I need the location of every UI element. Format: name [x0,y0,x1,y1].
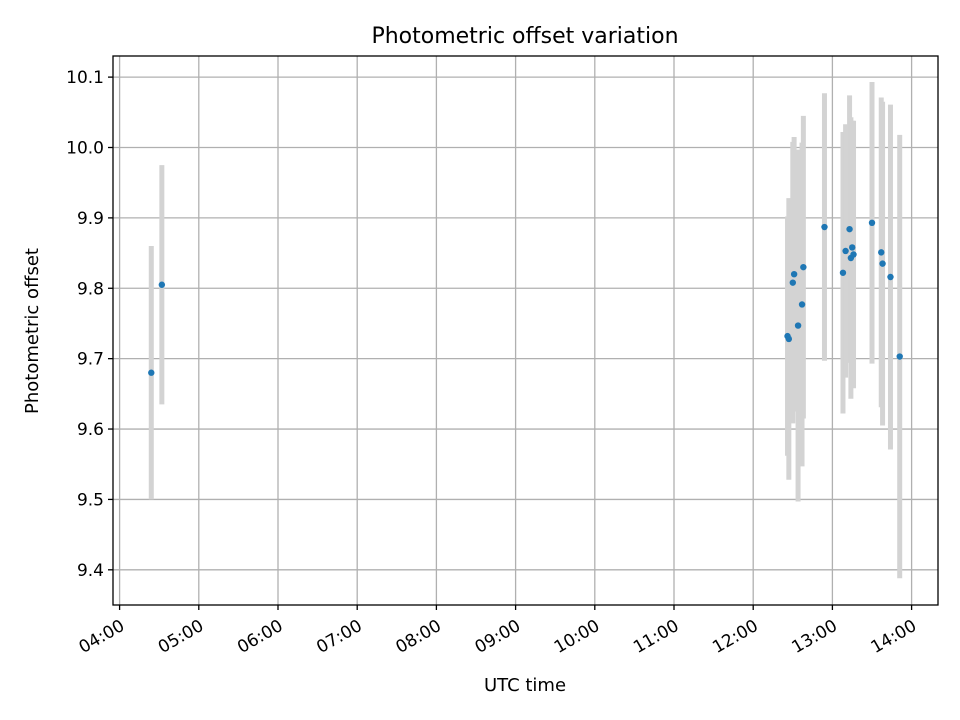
data-point [789,279,796,286]
data-point [839,269,847,276]
y-tick-label: 9.6 [77,420,104,440]
data-point [842,247,849,255]
data-point [878,249,885,256]
data-point [785,335,793,343]
data-point [794,322,802,329]
data-points [148,219,903,376]
data-point [887,273,894,281]
data-point [868,219,876,227]
y-tick-label: 9.9 [77,209,104,229]
y-tick-label: 9.7 [77,350,104,370]
data-point [896,353,903,360]
data-point [800,263,807,271]
y-tick-label: 10.1 [66,68,104,88]
y-axis-ticks: 9.4 9.5 9.6 9.7 9.8 9.9 10.0 10.1 [66,68,113,581]
data-point [790,270,798,278]
plot-frame [112,55,939,606]
data-point [148,369,155,376]
y-tick-label: 9.5 [77,490,104,510]
data-point [158,281,166,288]
y-axis-label: Photometric offset [22,248,43,414]
y-tick-label: 9.4 [77,561,104,581]
data-point [846,225,853,233]
x-axis-label: UTC time [484,675,566,696]
data-point [879,260,886,267]
data-point [821,223,828,231]
data-point [850,251,857,258]
chart-title: Photometric offset variation [371,24,678,49]
y-tick-label: 9.8 [77,279,104,299]
data-point [798,301,806,308]
data-point [849,244,856,251]
y-tick-label: 10.0 [66,139,104,159]
